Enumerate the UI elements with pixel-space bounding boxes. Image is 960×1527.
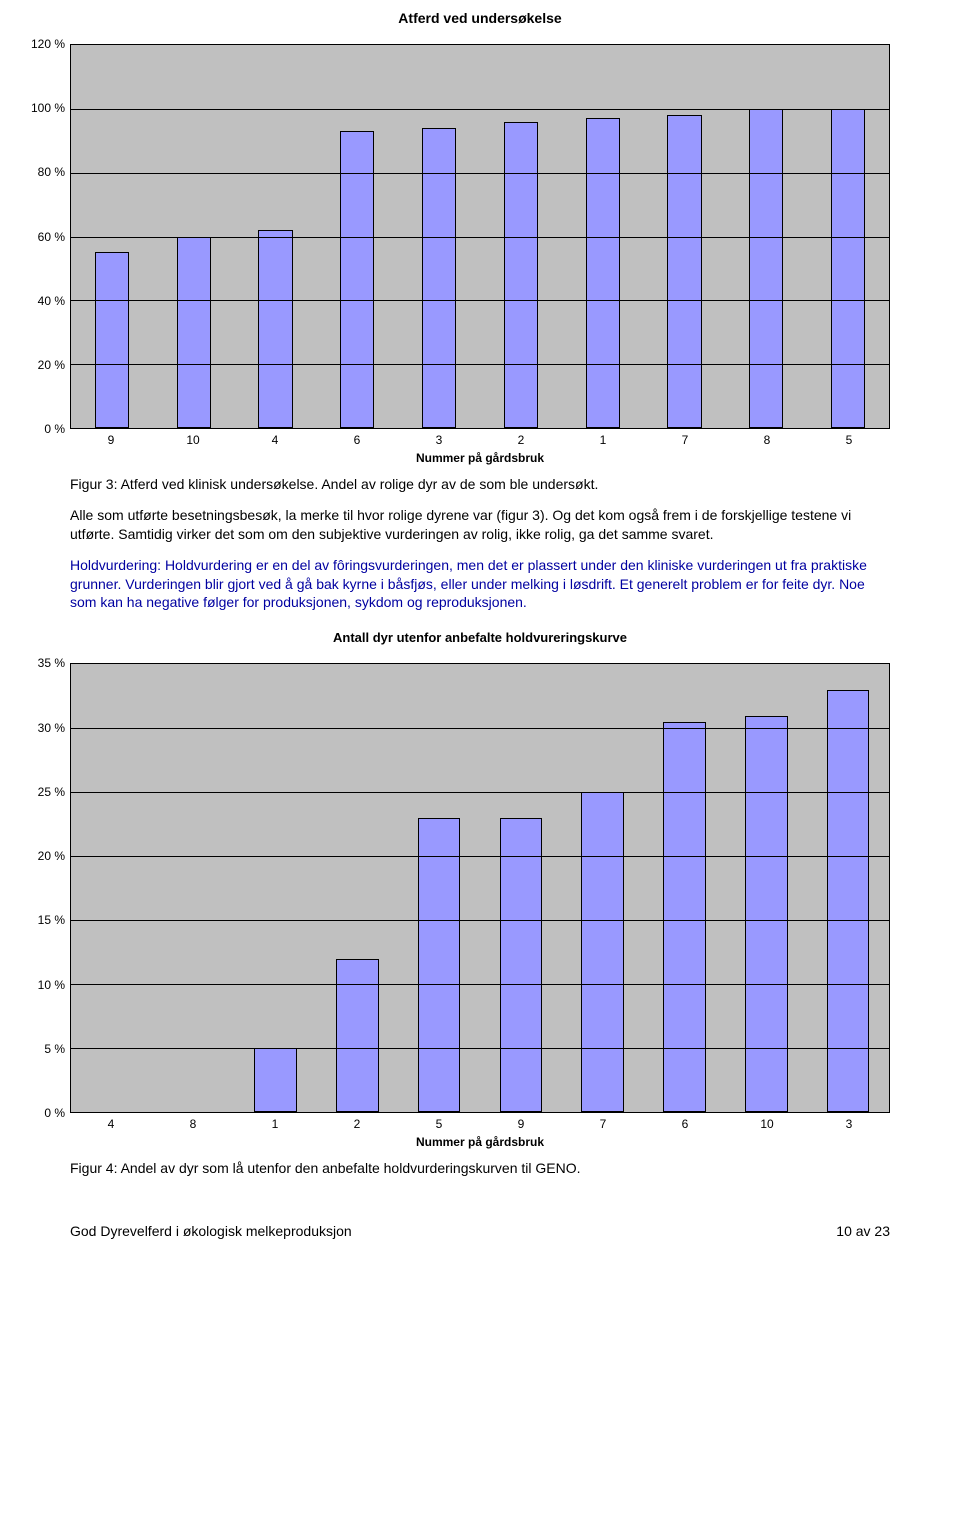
- x-tick-label: 4: [108, 1117, 115, 1131]
- footer-left: God Dyrevelferd i økologisk melkeproduks…: [70, 1223, 352, 1239]
- bar: [336, 959, 379, 1113]
- y-tick-label: 60 %: [38, 230, 65, 244]
- figure3-caption-lead: Figur 3:: [70, 476, 117, 492]
- x-tick-label: 2: [354, 1117, 361, 1131]
- bar: [749, 109, 783, 428]
- bar: [831, 109, 865, 428]
- chart2-bars: [71, 664, 889, 1112]
- chart1-y-labels: 0 %20 %40 %60 %80 %100 %120 %: [20, 44, 65, 429]
- chart2-x-axis-title: Nummer på gårdsbruk: [70, 1135, 890, 1149]
- gridline: [71, 173, 889, 174]
- y-tick-label: 15 %: [38, 913, 65, 927]
- page-footer: God Dyrevelferd i økologisk melkeproduks…: [70, 1223, 890, 1239]
- paragraph-2: Holdvurdering: Holdvurdering er en del a…: [70, 556, 890, 613]
- y-tick-label: 100 %: [31, 101, 65, 115]
- gridline: [71, 792, 889, 793]
- x-tick-label: 10: [186, 433, 199, 447]
- y-tick-label: 120 %: [31, 37, 65, 51]
- bar: [418, 818, 461, 1112]
- x-tick-label: 8: [764, 433, 771, 447]
- x-tick-label: 3: [436, 433, 443, 447]
- chart1-x-axis-title: Nummer på gårdsbruk: [70, 451, 890, 465]
- y-tick-label: 35 %: [38, 656, 65, 670]
- gridline: [71, 856, 889, 857]
- y-tick-label: 40 %: [38, 294, 65, 308]
- chart1-title: Atferd ved undersøkelse: [70, 10, 890, 26]
- chart2-title: Antall dyr utenfor anbefalte holdvurerin…: [70, 630, 890, 645]
- gridline: [71, 728, 889, 729]
- bar: [581, 792, 624, 1112]
- chart1-plot-area: [70, 44, 890, 429]
- bar: [500, 818, 543, 1112]
- figure4-caption: Figur 4: Andel av dyr som lå utenfor den…: [70, 1159, 890, 1178]
- figure4-caption-rest: Andel av dyr som lå utenfor den anbefalt…: [117, 1160, 580, 1176]
- y-tick-label: 10 %: [38, 978, 65, 992]
- gridline: [71, 237, 889, 238]
- x-tick-label: 3: [846, 1117, 853, 1131]
- x-tick-label: 8: [190, 1117, 197, 1131]
- y-tick-label: 80 %: [38, 165, 65, 179]
- x-tick-label: 5: [846, 433, 853, 447]
- x-tick-label: 1: [272, 1117, 279, 1131]
- y-tick-label: 5 %: [44, 1042, 65, 1056]
- x-tick-label: 6: [682, 1117, 689, 1131]
- y-tick-label: 0 %: [44, 1106, 65, 1120]
- bar: [663, 722, 706, 1112]
- y-tick-label: 25 %: [38, 785, 65, 799]
- chart1: 0 %20 %40 %60 %80 %100 %120 % 9104632178…: [70, 44, 890, 465]
- x-tick-label: 9: [518, 1117, 525, 1131]
- gridline: [71, 300, 889, 301]
- gridline: [71, 364, 889, 365]
- x-tick-label: 6: [354, 433, 361, 447]
- chart1-x-labels: 9 10 4 6 3 2 1 7 8 5: [70, 429, 890, 449]
- bar: [177, 237, 211, 429]
- bar: [667, 115, 701, 428]
- bar: [254, 1048, 297, 1112]
- x-tick-label: 9: [108, 433, 115, 447]
- y-tick-label: 0 %: [44, 422, 65, 436]
- figure3-caption: Figur 3: Atferd ved klinisk undersøkelse…: [70, 475, 890, 494]
- x-tick-label: 1: [600, 433, 607, 447]
- footer-right: 10 av 23: [836, 1223, 890, 1239]
- x-tick-label: 7: [682, 433, 689, 447]
- chart2-y-labels: 0 %5 %10 %15 %20 %25 %30 %35 %: [20, 663, 65, 1113]
- chart2-plot-area: [70, 663, 890, 1113]
- bar: [586, 118, 620, 428]
- gridline: [71, 984, 889, 985]
- x-tick-label: 10: [760, 1117, 773, 1131]
- gridline: [71, 1048, 889, 1049]
- x-tick-label: 7: [600, 1117, 607, 1131]
- bar: [258, 230, 292, 428]
- paragraph-1: Alle som utførte besetningsbesøk, la mer…: [70, 506, 890, 544]
- gridline: [71, 109, 889, 110]
- figure3-caption-rest: Atferd ved klinisk undersøkelse. Andel a…: [117, 476, 598, 492]
- chart2-x-labels: 48125976103: [70, 1113, 890, 1133]
- bar: [95, 252, 129, 428]
- figure4-caption-lead: Figur 4:: [70, 1160, 117, 1176]
- page: Atferd ved undersøkelse 0 %20 %40 %60 %8…: [0, 0, 960, 1259]
- y-tick-label: 30 %: [38, 721, 65, 735]
- y-tick-label: 20 %: [38, 849, 65, 863]
- x-tick-label: 4: [272, 433, 279, 447]
- bar: [340, 131, 374, 428]
- gridline: [71, 920, 889, 921]
- x-tick-label: 2: [518, 433, 525, 447]
- x-tick-label: 5: [436, 1117, 443, 1131]
- bar: [504, 122, 538, 428]
- chart2: 0 %5 %10 %15 %20 %25 %30 %35 % 481259761…: [70, 663, 890, 1149]
- bar: [745, 716, 788, 1113]
- y-tick-label: 20 %: [38, 358, 65, 372]
